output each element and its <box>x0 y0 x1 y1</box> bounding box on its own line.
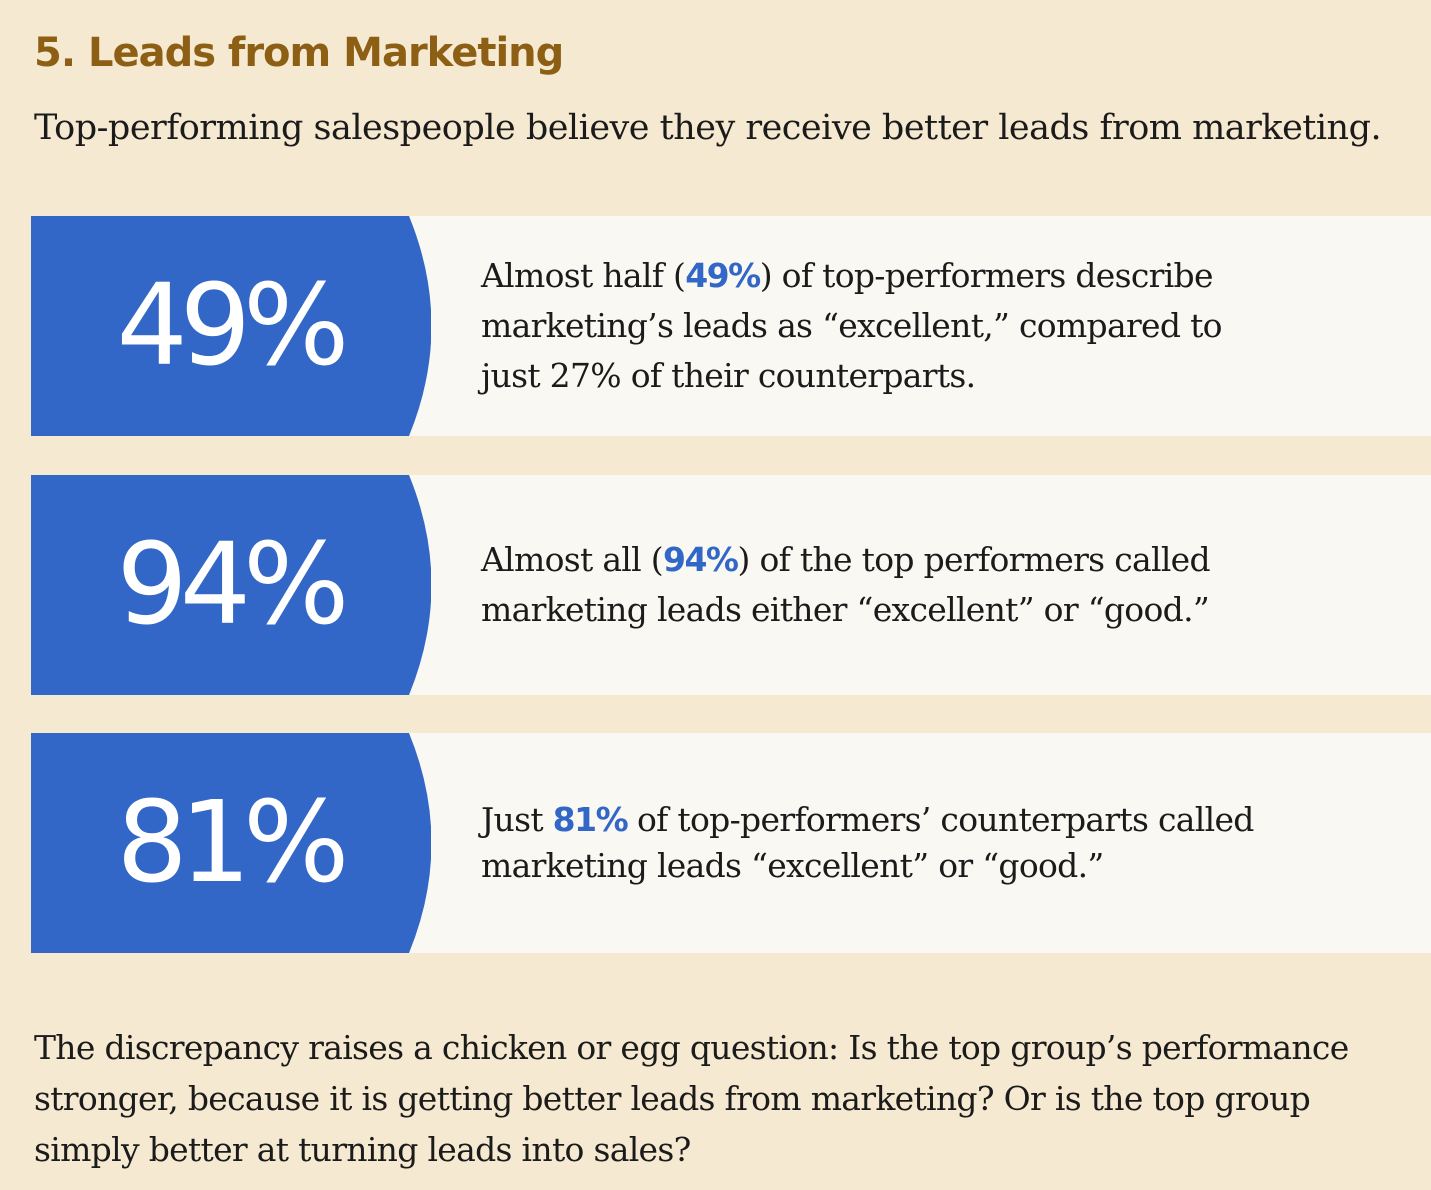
stat-badge: 49% <box>31 216 431 436</box>
stat-text-before: Almost all ( <box>481 540 664 579</box>
stat-badge-shape <box>31 216 431 436</box>
stat-paragraph: Just 81% of top-performers’ counterparts… <box>481 797 1341 889</box>
stat-description: Almost all (94%) of the top performers c… <box>481 475 1401 695</box>
section-heading: 5. Leads from Marketing <box>34 30 564 76</box>
stat-highlight: 94% <box>662 540 739 579</box>
stat-text-after: of top-performers’ counterparts called m… <box>481 800 1254 885</box>
stat-text-before: Just <box>481 800 553 839</box>
stat-description: Almost half (49%) of top-performers desc… <box>481 216 1401 436</box>
stat-highlight: 81% <box>552 800 629 839</box>
stat-badge: 81% <box>31 733 431 953</box>
stat-paragraph: Almost all (94%) of the top performers c… <box>481 535 1281 635</box>
stat-description: Just 81% of top-performers’ counterparts… <box>481 733 1401 953</box>
stat-text-before: Almost half ( <box>481 256 686 295</box>
stat-row-3: 81% Just 81% of top-performers’ counterp… <box>31 733 1431 953</box>
stat-number: 81% <box>116 778 350 908</box>
stat-badge-shape <box>31 475 431 695</box>
closing-paragraph: The discrepancy raises a chicken or egg … <box>34 1028 1349 1169</box>
stat-text-after: ) of the top performers called marketing… <box>481 540 1211 629</box>
stat-row-1: 49% Almost half (49%) of top-performers … <box>31 216 1431 436</box>
stat-badge: 94% <box>31 475 431 695</box>
stat-badge-shape <box>31 733 431 953</box>
stat-row-2: 94% Almost all (94%) of the top performe… <box>31 475 1431 695</box>
stat-number: 94% <box>116 520 350 650</box>
stat-highlight: 49% <box>685 256 761 295</box>
section-subtitle: Top-performing salespeople believe they … <box>34 108 1382 148</box>
stat-number: 49% <box>116 261 350 391</box>
stat-text-after: ) of top-performers describe marketing’s… <box>481 256 1222 395</box>
stat-paragraph: Almost half (49%) of top-performers desc… <box>481 251 1261 401</box>
